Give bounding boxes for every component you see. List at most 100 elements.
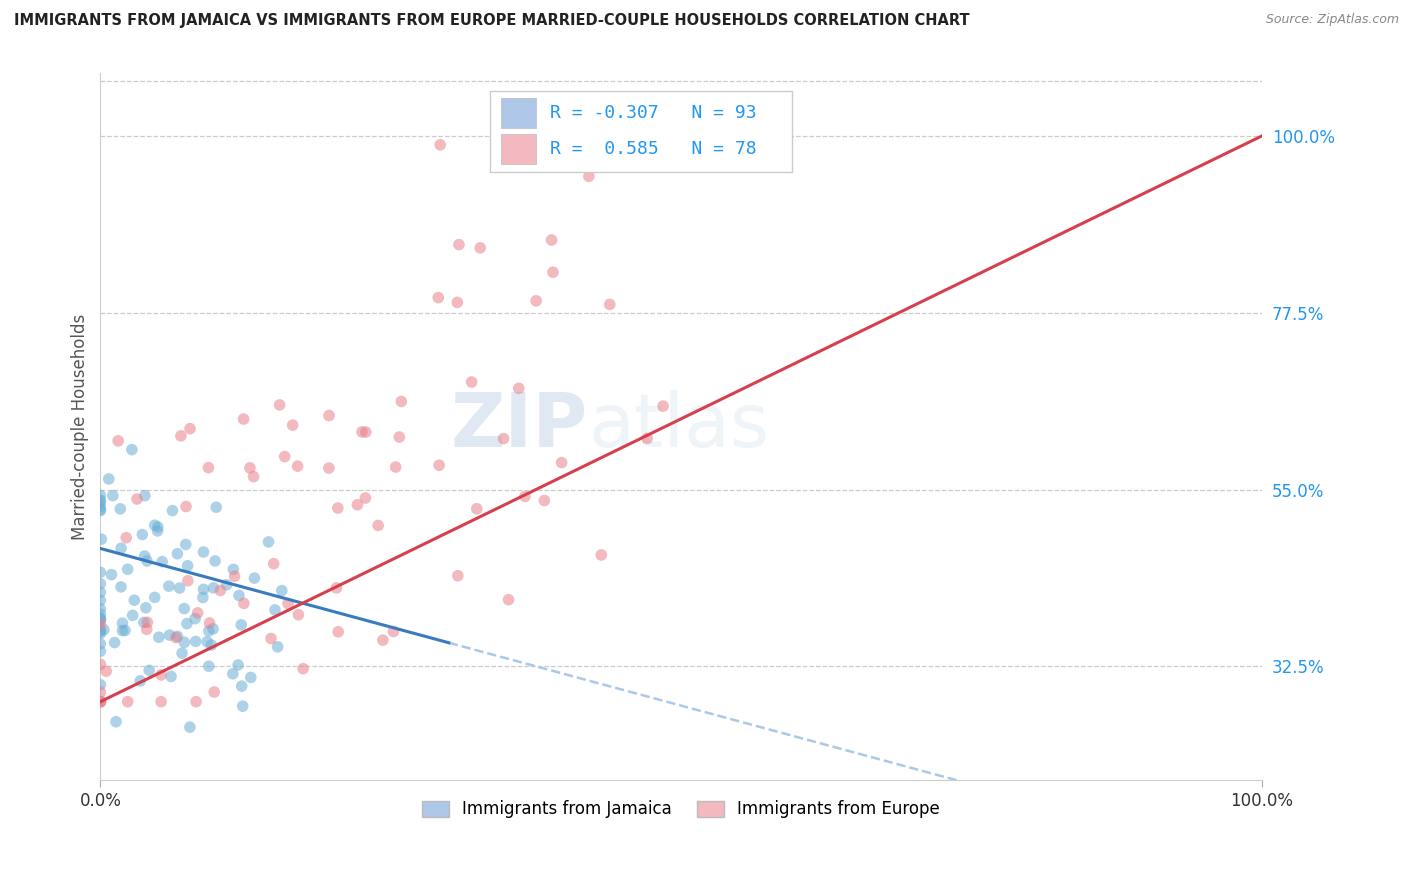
Point [427,291,450,305]
Point [115,531,138,545]
Point [202,622,225,636]
Point [447,237,470,252]
Point [111,624,134,638]
Point [326,501,349,516]
Point [281,418,304,433]
Point [89,657,111,672]
Point [513,490,536,504]
Point [367,518,389,533]
Point [524,293,547,308]
Point [492,432,515,446]
Point [328,624,350,639]
Point [89,488,111,502]
Point [202,581,225,595]
Point [242,469,264,483]
Point [173,601,195,615]
Point [110,501,132,516]
Point [652,399,675,413]
Point [93,623,115,637]
Point [124,593,146,607]
Point [143,518,166,533]
Point [136,554,159,568]
Point [388,430,411,444]
Point [231,679,253,693]
Point [389,394,412,409]
Point [110,541,132,556]
Point [205,500,228,515]
Point [232,699,254,714]
Point [382,624,405,639]
Point [89,644,111,658]
Point [200,638,222,652]
Point [111,616,134,631]
Point [174,537,197,551]
Point [578,169,600,184]
Point [179,422,201,436]
Point [179,720,201,734]
Point [540,233,562,247]
Point [121,608,143,623]
Point [226,657,249,672]
Point [231,618,253,632]
Point [541,265,564,279]
Point [97,472,120,486]
Point [89,593,111,607]
Point [239,461,262,475]
Point [232,596,254,610]
Point [318,409,340,423]
Point [508,381,530,395]
Text: ZIP: ZIP [451,390,588,463]
Point [273,450,295,464]
Point [101,489,124,503]
Point [264,603,287,617]
Point [114,624,136,638]
Point [209,583,232,598]
Point [134,489,156,503]
Point [89,617,111,632]
Point [318,461,340,475]
Point [354,491,377,505]
Point [90,695,112,709]
Point [162,503,184,517]
Point [195,634,218,648]
Point [150,555,173,569]
Point [89,602,111,616]
Point [470,241,492,255]
Point [215,578,238,592]
Point [191,591,214,605]
Point [287,459,309,474]
Point [224,569,246,583]
Point [89,612,111,626]
Point [427,458,450,473]
Point [150,695,173,709]
Point [177,574,200,588]
Point [174,500,197,514]
Point [204,554,226,568]
Point [89,576,111,591]
Point [89,611,111,625]
Point [550,456,572,470]
Point [591,548,613,562]
Point [266,640,288,654]
Point [131,527,153,541]
Point [89,504,111,518]
Point [447,568,470,582]
Point [429,137,451,152]
Point [107,434,129,448]
Point [105,714,128,729]
Point [89,695,111,709]
Point [89,607,111,622]
Point [159,628,181,642]
Point [125,491,148,506]
Point [121,442,143,457]
Point [160,669,183,683]
Point [287,607,309,622]
Point [325,581,347,595]
Point [257,535,280,549]
Point [176,616,198,631]
Point [354,425,377,439]
FancyBboxPatch shape [489,91,792,172]
Text: R =  0.585   N = 78: R = 0.585 N = 78 [550,140,756,158]
Point [117,695,139,709]
Point [197,624,219,638]
